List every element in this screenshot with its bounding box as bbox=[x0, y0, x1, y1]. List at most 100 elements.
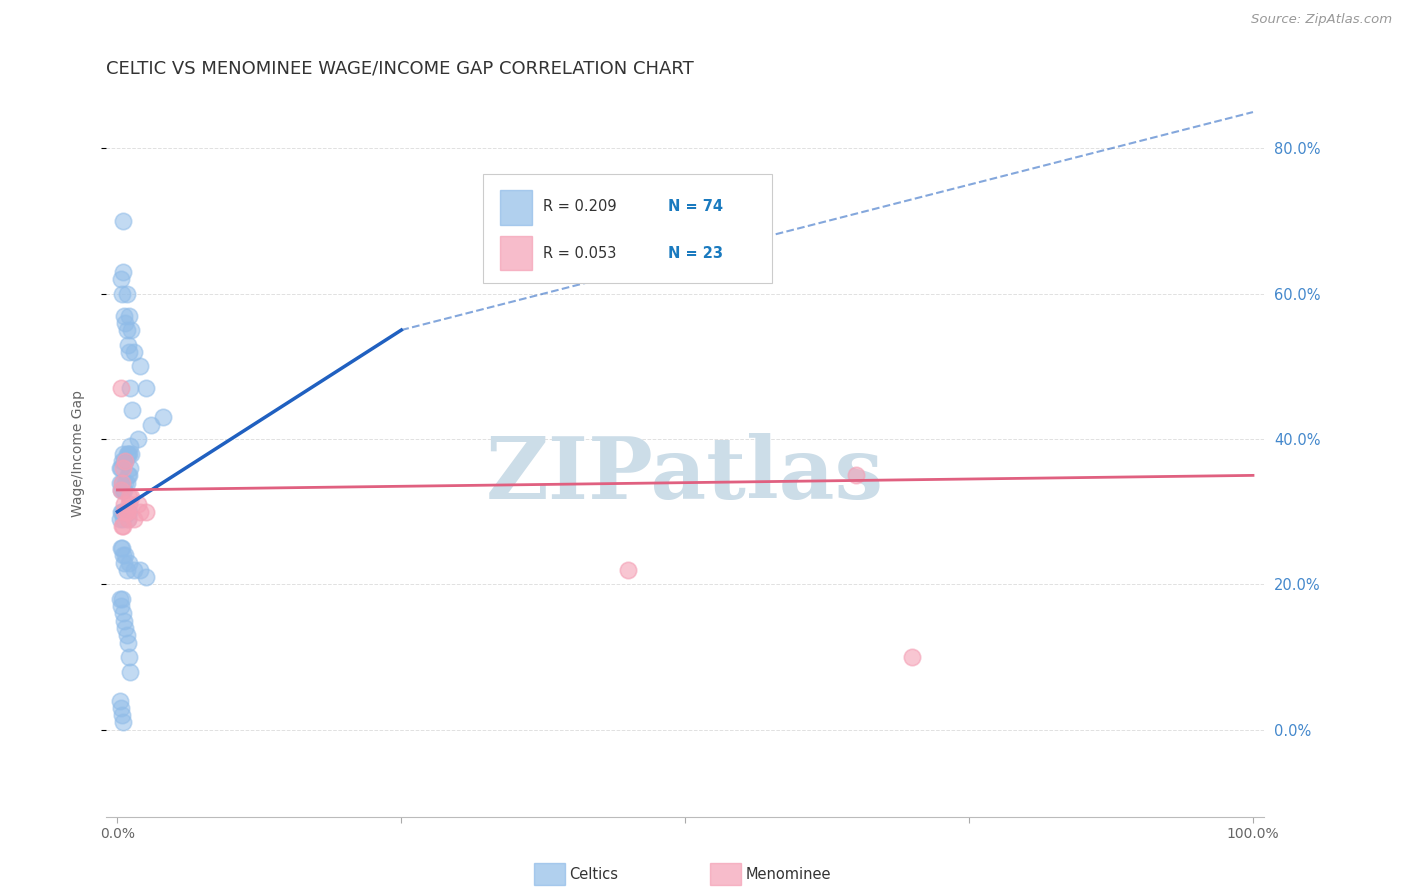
Point bbox=[110, 701, 132, 715]
Point bbox=[118, 461, 141, 475]
Point bbox=[112, 447, 135, 461]
Point bbox=[111, 519, 134, 533]
Point bbox=[112, 556, 135, 570]
Point bbox=[112, 214, 135, 228]
Point bbox=[117, 468, 139, 483]
Point bbox=[901, 650, 924, 665]
Point bbox=[114, 549, 136, 563]
Text: Source: ZipAtlas.com: Source: ZipAtlas.com bbox=[1251, 13, 1392, 27]
Point bbox=[117, 635, 139, 649]
Point bbox=[112, 461, 135, 475]
Point bbox=[127, 432, 149, 446]
Point bbox=[117, 337, 139, 351]
Point bbox=[112, 715, 135, 730]
Text: R = 0.053: R = 0.053 bbox=[543, 246, 616, 261]
Point bbox=[111, 505, 134, 519]
Point bbox=[120, 323, 142, 337]
Point bbox=[112, 549, 135, 563]
Point bbox=[114, 316, 136, 330]
Point bbox=[111, 454, 134, 468]
Point bbox=[118, 490, 141, 504]
Point bbox=[114, 475, 136, 490]
Point bbox=[111, 475, 134, 490]
Point bbox=[108, 512, 131, 526]
Text: N = 74: N = 74 bbox=[668, 199, 723, 214]
Point bbox=[117, 512, 139, 526]
Point bbox=[844, 468, 866, 483]
Text: CELTIC VS MENOMINEE WAGE/INCOME GAP CORRELATION CHART: CELTIC VS MENOMINEE WAGE/INCOME GAP CORR… bbox=[105, 60, 693, 78]
Point bbox=[118, 505, 141, 519]
Point bbox=[115, 505, 138, 519]
Point bbox=[115, 286, 138, 301]
Point bbox=[110, 541, 132, 555]
Point bbox=[118, 381, 141, 395]
Point bbox=[127, 498, 149, 512]
Point bbox=[121, 403, 143, 417]
Point bbox=[114, 454, 136, 468]
Point bbox=[117, 447, 139, 461]
Point bbox=[111, 591, 134, 606]
Point bbox=[118, 665, 141, 679]
Point bbox=[110, 599, 132, 614]
Point bbox=[118, 468, 141, 483]
Point bbox=[112, 519, 135, 533]
Point bbox=[115, 323, 138, 337]
Y-axis label: Wage/Income Gap: Wage/Income Gap bbox=[72, 390, 86, 517]
Point bbox=[110, 272, 132, 286]
Point bbox=[112, 309, 135, 323]
Point bbox=[135, 505, 157, 519]
FancyBboxPatch shape bbox=[482, 174, 772, 283]
Point bbox=[129, 359, 152, 374]
Point bbox=[112, 483, 135, 497]
Point bbox=[112, 512, 135, 526]
Point bbox=[111, 286, 134, 301]
Point bbox=[129, 505, 152, 519]
Point bbox=[115, 505, 138, 519]
Point bbox=[118, 439, 141, 453]
Point bbox=[673, 221, 696, 235]
Point bbox=[110, 505, 132, 519]
Point bbox=[118, 498, 141, 512]
Point bbox=[110, 381, 132, 395]
Point bbox=[120, 447, 142, 461]
Point bbox=[115, 447, 138, 461]
Point bbox=[118, 447, 141, 461]
FancyBboxPatch shape bbox=[501, 190, 533, 225]
Point bbox=[118, 556, 141, 570]
Point bbox=[115, 563, 138, 577]
Point bbox=[115, 475, 138, 490]
Point bbox=[120, 490, 142, 504]
Point bbox=[108, 693, 131, 707]
Point bbox=[111, 708, 134, 723]
Point bbox=[118, 344, 141, 359]
Point bbox=[114, 505, 136, 519]
Point bbox=[112, 505, 135, 519]
Point bbox=[110, 461, 132, 475]
Point bbox=[112, 614, 135, 628]
Text: Menominee: Menominee bbox=[745, 867, 831, 881]
Text: R = 0.209: R = 0.209 bbox=[543, 199, 616, 214]
Text: N = 23: N = 23 bbox=[668, 246, 723, 261]
Point bbox=[111, 475, 134, 490]
Point bbox=[129, 563, 152, 577]
Point bbox=[115, 505, 138, 519]
Point bbox=[114, 454, 136, 468]
Point bbox=[112, 265, 135, 279]
Text: ZIPatlas: ZIPatlas bbox=[486, 434, 884, 517]
Point bbox=[118, 650, 141, 665]
Point bbox=[108, 475, 131, 490]
Point bbox=[111, 541, 134, 555]
Point bbox=[112, 454, 135, 468]
Point bbox=[118, 309, 141, 323]
Point bbox=[110, 483, 132, 497]
Point bbox=[108, 461, 131, 475]
Point bbox=[152, 410, 174, 425]
Point bbox=[617, 563, 640, 577]
Point bbox=[114, 621, 136, 635]
Point bbox=[124, 344, 146, 359]
Point bbox=[112, 505, 135, 519]
Point bbox=[117, 512, 139, 526]
Point bbox=[112, 607, 135, 621]
Point bbox=[124, 512, 146, 526]
FancyBboxPatch shape bbox=[501, 235, 533, 270]
